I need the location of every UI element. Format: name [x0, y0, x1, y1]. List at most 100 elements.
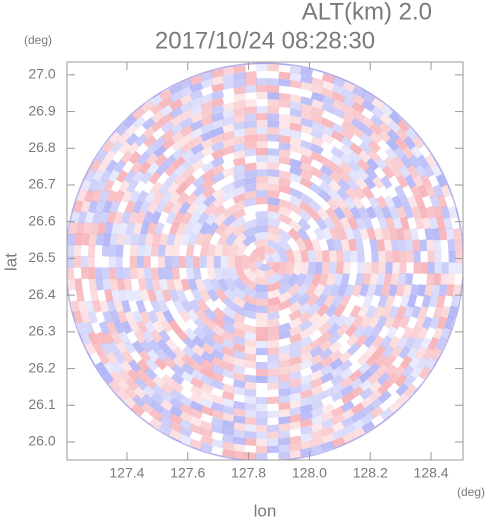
- radar-cell: [152, 278, 162, 292]
- radar-cell: [311, 237, 322, 252]
- radar-cell: [113, 299, 124, 313]
- radar-cell: [379, 112, 393, 126]
- radar-cell: [136, 244, 145, 257]
- radar-cell: [384, 147, 398, 161]
- radar-cell: [308, 199, 322, 213]
- radar-cell: [403, 374, 416, 389]
- radar-cell: [144, 320, 157, 334]
- radar-cell: [111, 360, 125, 374]
- radar-cell: [186, 308, 200, 323]
- radar-cell: [200, 382, 214, 394]
- radar-cell: [109, 310, 121, 324]
- radar-cell: [147, 221, 158, 235]
- radar-cell: [299, 411, 313, 421]
- radar-cell: [132, 394, 146, 408]
- radar-cell: [398, 165, 411, 179]
- radar-cell: [288, 301, 303, 314]
- radar-cell: [150, 329, 163, 344]
- radar-cell: [357, 305, 370, 319]
- radar-cell: [321, 440, 335, 452]
- radar-cell: [170, 380, 184, 394]
- radar-cell: [433, 273, 442, 286]
- radar-cell: [235, 242, 248, 257]
- radar-cell: [418, 366, 431, 380]
- radar-cell: [160, 390, 174, 404]
- radar-cell: [111, 221, 121, 235]
- radar-cell: [162, 200, 175, 215]
- radar-cell: [330, 366, 344, 379]
- radar-cell: [383, 156, 397, 170]
- radar-cell: [355, 216, 366, 230]
- radar-cell: [318, 330, 333, 344]
- radar-cell: [378, 250, 386, 263]
- radar-cell: [321, 117, 335, 129]
- radar-cell: [233, 450, 246, 460]
- radar-cell: [341, 120, 355, 132]
- radar-cell: [154, 153, 168, 167]
- radar-cell: [333, 206, 346, 220]
- radar-cell: [189, 423, 203, 435]
- radar-cell: [299, 396, 313, 407]
- radar-cell: [278, 206, 292, 218]
- radar-cell: [200, 100, 214, 112]
- radar-cell: [329, 283, 340, 298]
- radar-cell: [243, 331, 257, 341]
- radar-cell: [171, 244, 181, 257]
- radar-cell: [81, 233, 90, 246]
- radar-cell: [124, 123, 138, 137]
- radar-cell: [289, 165, 303, 176]
- radar-cell: [429, 216, 439, 230]
- radar-cell: [431, 227, 441, 241]
- radar-cell: [243, 338, 257, 348]
- radar-cell: [137, 278, 147, 291]
- radar-cell: [379, 407, 394, 421]
- radar-cell: [199, 255, 207, 269]
- radar-cell: [149, 417, 163, 430]
- radar-cell: [244, 162, 257, 172]
- radar-cell: [244, 452, 257, 460]
- radar-cell: [289, 435, 302, 445]
- radar-cell: [429, 316, 440, 330]
- radar-cell: [396, 205, 407, 219]
- radar-cell: [223, 287, 237, 302]
- radar-cell: [336, 323, 350, 337]
- radar-cell: [195, 308, 208, 322]
- radar-cell: [267, 339, 280, 349]
- radar-cell: [289, 108, 303, 118]
- radar-cell: [363, 334, 376, 349]
- radar-cell: [390, 239, 400, 252]
- radar-cell: [310, 444, 324, 455]
- radar-cell: [330, 374, 344, 387]
- radar-cell: [299, 433, 313, 443]
- y-tick-label: 26.4: [28, 286, 55, 302]
- radar-cell: [180, 141, 195, 154]
- radar-cell: [374, 354, 388, 368]
- radar-cell: [242, 277, 257, 291]
- radar-cell: [255, 403, 268, 412]
- radar-cell: [267, 347, 280, 356]
- radar-cell: [440, 273, 449, 286]
- radar-cell: [255, 368, 268, 377]
- radar-cell: [392, 262, 400, 274]
- radar-cell: [445, 284, 455, 297]
- radar-cell: [244, 431, 257, 439]
- radar-cell: [340, 392, 355, 405]
- radar-cell: [189, 74, 203, 86]
- radar-cell: [211, 126, 225, 138]
- radar-cell: [176, 191, 190, 206]
- radar-cell: [329, 154, 344, 167]
- radar-cell: [159, 407, 173, 420]
- radar-cell: [115, 387, 129, 402]
- radar-cell: [214, 288, 228, 302]
- radar-cell: [267, 218, 281, 228]
- radar-cell: [404, 174, 417, 189]
- radar-cell: [341, 206, 354, 220]
- radar-cell: [267, 78, 280, 86]
- radar-cell: [329, 357, 344, 371]
- radar-cell: [271, 262, 281, 274]
- radar-cell: [289, 348, 303, 359]
- radar-cell: [180, 278, 191, 292]
- radar-cell: [221, 419, 235, 430]
- radar-cell: [215, 222, 228, 236]
- radar-cell: [232, 350, 246, 360]
